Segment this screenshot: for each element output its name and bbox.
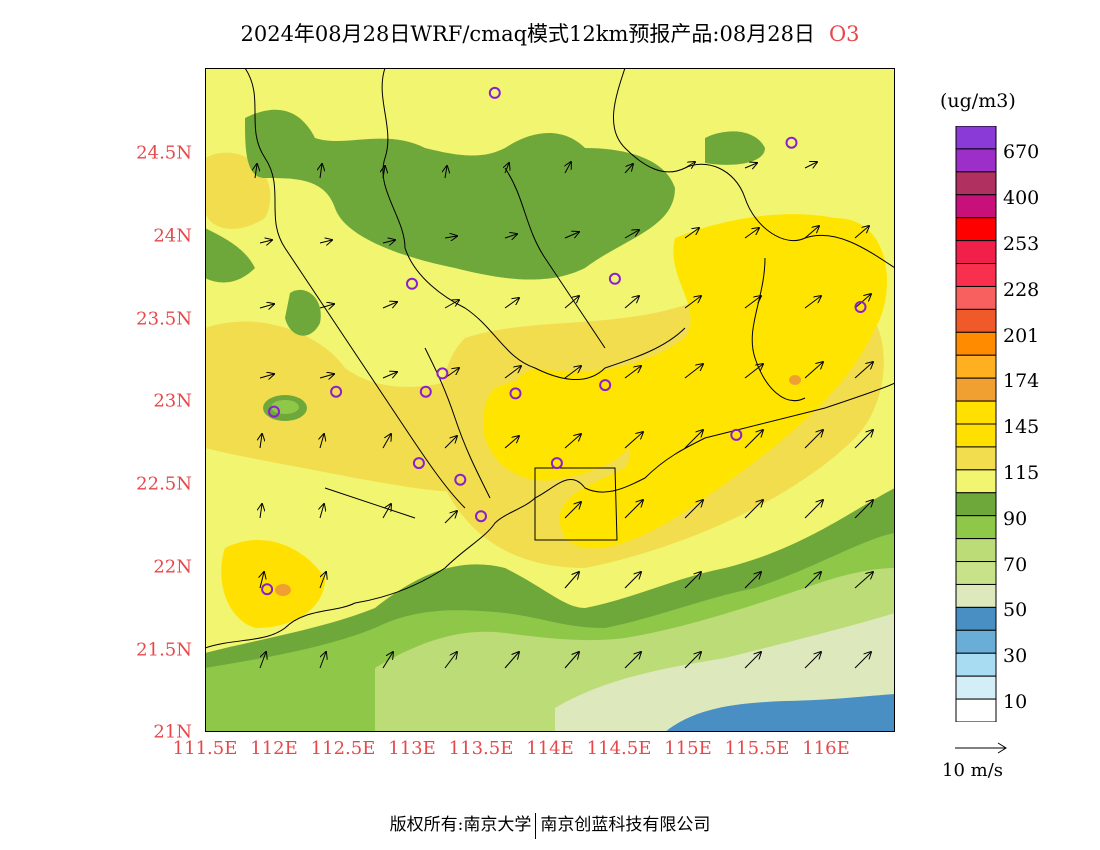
- legend-tick: 115: [1003, 462, 1040, 484]
- legend-swatch: [955, 538, 997, 563]
- lon-label: 113.5E: [448, 738, 514, 759]
- legend-tick: 50: [1003, 599, 1028, 621]
- legend-tick: 145: [1003, 416, 1040, 438]
- conc-band-145-zhanjiang: [221, 539, 325, 628]
- legend-tick: 400: [1003, 187, 1040, 209]
- lat-label: 22N: [153, 556, 192, 578]
- title-text: 2024年08月28日WRF/cmaq模式12km预报产品:08月28日: [240, 22, 815, 46]
- station-marker: [730, 428, 743, 441]
- station-marker: [436, 367, 449, 380]
- legend-swatch: [955, 240, 997, 265]
- legend-swatch: [955, 377, 997, 402]
- legend-tick: 174: [1003, 370, 1040, 392]
- lat-label: 24N: [153, 225, 192, 247]
- legend-swatch: [955, 583, 997, 608]
- lat-label: 22.5N: [136, 473, 192, 495]
- legend-swatch: [955, 561, 997, 585]
- copyright-company: 南京创蓝科技有限公司: [540, 815, 711, 835]
- monitoring-stations: [261, 86, 867, 596]
- legend-tick: 90: [1003, 508, 1028, 530]
- conc-band-90-west: [285, 289, 321, 336]
- conc-band-90-northeast: [705, 131, 765, 165]
- footer-divider: [535, 812, 537, 839]
- copyright-footer: 版权所有:南京大学 南京创蓝科技有限公司: [0, 810, 1100, 839]
- legend-tick: 670: [1003, 141, 1040, 163]
- color-legend: [955, 125, 997, 723]
- lon-label: 115.5E: [724, 738, 790, 759]
- legend-swatch: [955, 469, 997, 494]
- lon-label: 113E: [388, 738, 436, 759]
- station-marker: [599, 379, 612, 392]
- station-marker: [854, 301, 867, 313]
- lon-label: 112.5E: [310, 738, 376, 759]
- legend-swatch: [955, 194, 997, 219]
- lat-label: 23.5N: [136, 308, 192, 330]
- conc-peak-174-east: [789, 375, 801, 385]
- legend-swatch: [955, 515, 997, 540]
- station-marker: [268, 405, 280, 418]
- station-marker: [785, 136, 798, 149]
- conc-band-145-prd: [483, 379, 637, 481]
- station-marker: [412, 457, 425, 470]
- legend-tick: 253: [1003, 233, 1040, 255]
- legend-swatch: [955, 217, 997, 242]
- legend-swatch: [955, 675, 997, 700]
- legend-swatch: [955, 629, 997, 654]
- wind-vectors: [255, 162, 873, 669]
- legend-swatch: [955, 446, 997, 471]
- conc-peak-174: [275, 584, 291, 596]
- species-label: O3: [828, 22, 860, 46]
- lon-label: 116E: [802, 738, 850, 759]
- lon-label: 114.5E: [586, 738, 652, 759]
- legend-swatch: [955, 354, 997, 379]
- admin-boundaries: [205, 68, 895, 649]
- station-marker: [406, 277, 418, 290]
- legend-swatch: [955, 263, 997, 287]
- station-marker: [475, 510, 487, 523]
- legend-swatch: [955, 423, 997, 448]
- legend-tick: 228: [1003, 279, 1040, 301]
- legend-tick: 70: [1003, 554, 1028, 576]
- lat-label: 23N: [153, 390, 192, 412]
- legend-swatch: [955, 148, 997, 173]
- legend-swatch: [955, 698, 997, 723]
- conc-band-90-far-west: [205, 228, 255, 283]
- forecast-map: [205, 68, 895, 732]
- lon-label: 114E: [526, 738, 574, 759]
- station-marker: [330, 385, 343, 398]
- station-marker: [419, 385, 432, 398]
- copyright-owner: 版权所有:南京大学: [389, 815, 532, 835]
- legend-units: (ug/m3): [940, 90, 1016, 112]
- legend-swatch: [955, 331, 997, 356]
- wind-reference-arrow-icon: [955, 742, 1007, 754]
- legend-swatch: [955, 171, 997, 196]
- lat-label: 21.5N: [136, 639, 192, 661]
- map-border: [205, 68, 895, 732]
- wind-reference-label: 10 m/s: [942, 760, 1003, 781]
- station-marker: [509, 387, 522, 400]
- conc-band-30-south: [665, 694, 895, 732]
- station-marker: [608, 272, 621, 285]
- lat-label: 24.5N: [136, 142, 192, 164]
- legend-tick: 10: [1003, 691, 1028, 713]
- legend-tick: 201: [1003, 325, 1040, 347]
- station-marker: [550, 457, 563, 470]
- legend-swatch: [955, 125, 997, 150]
- legend-swatch: [955, 400, 997, 425]
- legend-tick: 30: [1003, 645, 1028, 667]
- lon-label: 115E: [664, 738, 712, 759]
- chart-title: 2024年08月28日WRF/cmaq模式12km预报产品:08月28日 O3: [0, 18, 1100, 48]
- station-marker: [488, 86, 501, 99]
- legend-swatch: [955, 652, 997, 677]
- legend-swatch: [955, 285, 997, 310]
- station-marker: [454, 473, 467, 486]
- lon-label: 111.5E: [172, 738, 238, 759]
- lon-label: 112E: [250, 738, 298, 759]
- conc-band-145-east: [512, 214, 887, 549]
- legend-swatch: [955, 308, 997, 333]
- station-marker: [261, 583, 274, 596]
- lat-label: 21N: [153, 721, 192, 743]
- legend-swatch: [955, 606, 997, 631]
- legend-swatch: [955, 492, 997, 517]
